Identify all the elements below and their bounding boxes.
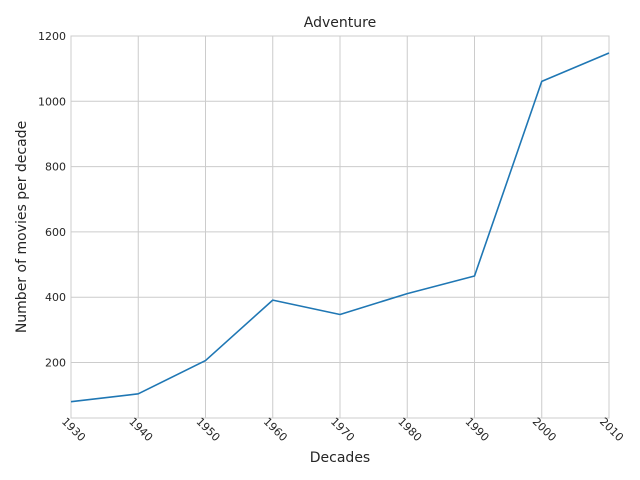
x-tick-label: 1990 bbox=[462, 415, 491, 444]
y-tick-label: 400 bbox=[45, 291, 66, 304]
series-line bbox=[70, 52, 610, 403]
x-axis-title: Decades bbox=[310, 450, 370, 466]
plot-frame bbox=[70, 35, 610, 419]
x-tick-labels: 1930 1940 1950 1960 1970 1980 1990 2000 2010 bbox=[59, 415, 626, 444]
series-layer bbox=[70, 52, 610, 403]
x-tick-label: 2010 bbox=[597, 415, 626, 444]
y-tick-label: 200 bbox=[45, 356, 66, 369]
y-tick-label: 600 bbox=[45, 226, 66, 239]
x-tick-label: 1960 bbox=[261, 415, 290, 444]
chart-title: Adventure bbox=[304, 15, 376, 31]
y-tick-labels: 200 400 600 800 1000 1200 bbox=[38, 30, 66, 369]
y-tick-label: 1000 bbox=[38, 95, 66, 108]
x-tick-label: 1950 bbox=[193, 415, 222, 444]
x-tick-label: 1970 bbox=[328, 415, 357, 444]
y-axis-title: Number of movies per decade bbox=[14, 121, 30, 333]
x-tick-label: 2000 bbox=[530, 415, 559, 444]
y-tick-label: 1200 bbox=[38, 30, 66, 43]
x-tick-label: 1980 bbox=[395, 415, 424, 444]
x-tick-label: 1940 bbox=[126, 415, 155, 444]
y-tick-label: 800 bbox=[45, 161, 66, 174]
x-tick-label: 1930 bbox=[59, 415, 88, 444]
grid-lines bbox=[70, 35, 610, 418]
